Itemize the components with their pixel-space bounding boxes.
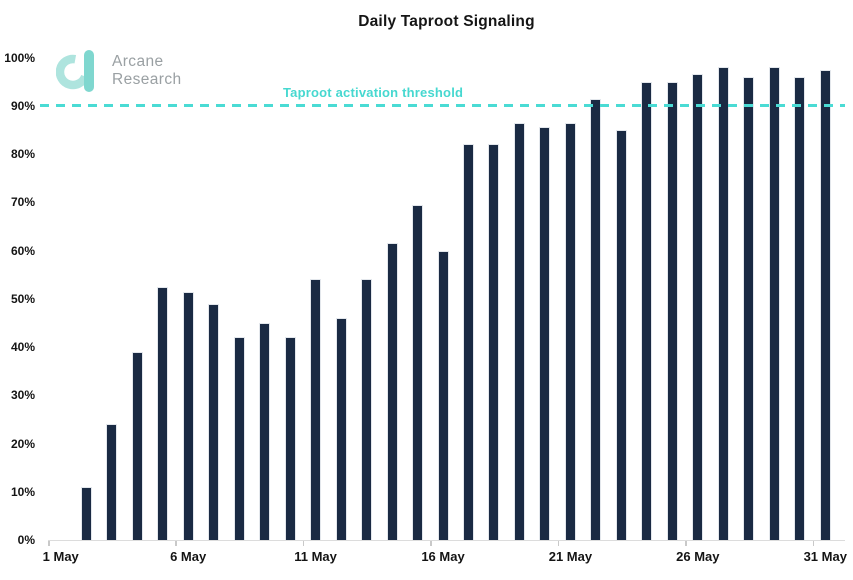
bar-17-may — [462, 144, 474, 540]
y-tick-label-90: 90% — [10, 98, 35, 113]
x-tick-label-16-may: 16 May — [421, 549, 465, 564]
bar-21-may — [564, 122, 576, 540]
y-tick-label-100: 100% — [4, 50, 35, 65]
bar-28-may — [743, 76, 755, 540]
bar-6-may — [182, 291, 194, 540]
x-axis-tick — [685, 541, 687, 546]
x-axis-tick — [48, 541, 50, 546]
bar-7-may — [208, 303, 220, 540]
threshold-line — [40, 104, 845, 107]
arcane-logo-bar — [84, 50, 94, 92]
x-tick-label-1-may: 1 May — [42, 549, 79, 564]
bar-30-may — [794, 76, 806, 540]
y-tick-label-40: 40% — [10, 340, 35, 354]
bar-18-may — [488, 144, 500, 540]
x-tick-label-11-may: 11 May — [294, 549, 337, 564]
threshold-label: Taproot activation threshold — [283, 85, 464, 100]
brand-name-line1: Arcane — [112, 53, 164, 70]
y-tick-label-10: 10% — [10, 484, 35, 499]
bar-4-may — [131, 351, 143, 540]
bar-16-may — [437, 250, 449, 540]
x-tick-label-26-may: 26 May — [676, 549, 720, 564]
bar-3-may — [106, 424, 118, 540]
y-tick-label-0: 0% — [17, 533, 35, 547]
x-tick-label-31-may: 31 May — [803, 549, 847, 564]
bar-5-may — [157, 286, 169, 540]
y-tick-label-60: 60% — [10, 243, 35, 258]
bar-12-may — [335, 318, 347, 540]
y-tick-label-80: 80% — [10, 147, 35, 161]
bar-13-may — [361, 279, 373, 540]
bar-22-may — [590, 98, 602, 540]
x-axis-tick — [812, 541, 815, 546]
bar-10-may — [284, 337, 296, 540]
bar-9-may — [259, 322, 271, 540]
x-axis-line — [48, 539, 845, 541]
arcane-research-logo: Arcane Research — [56, 48, 182, 94]
bar-25-may — [666, 81, 678, 540]
x-tick-label-21-may: 21 May — [548, 549, 593, 564]
bar-24-may — [641, 81, 653, 540]
y-tick-label-30: 30% — [10, 388, 35, 403]
bar-14-may — [386, 243, 398, 540]
chart-title: Daily Taproot Signaling — [358, 13, 535, 30]
y-tick-label-50: 50% — [10, 291, 35, 306]
bar-31-may — [819, 69, 831, 540]
brand-name-line2: Research — [112, 70, 182, 88]
x-tick-label-6-may: 6 May — [170, 549, 207, 564]
brand-name: Arcane Research — [112, 48, 182, 88]
arcane-logo-ring — [56, 54, 90, 90]
bar-2-may — [80, 486, 92, 540]
x-axis-tick — [302, 541, 305, 546]
bar-27-may — [717, 67, 729, 540]
bar-11-may — [310, 279, 322, 540]
x-axis-tick — [175, 541, 177, 546]
bar-19-may — [513, 122, 525, 540]
y-tick-label-20: 20% — [10, 436, 35, 451]
bar-20-may — [539, 127, 551, 540]
bar-29-may — [768, 67, 780, 540]
x-axis-tick — [557, 541, 560, 546]
bar-26-may — [692, 74, 704, 540]
bar-23-may — [615, 129, 627, 540]
y-tick-label-70: 70% — [10, 195, 35, 210]
arcane-logo-icon — [56, 50, 94, 92]
bar-8-may — [233, 337, 245, 540]
bar-15-may — [412, 204, 424, 540]
x-axis-tick — [430, 541, 432, 546]
